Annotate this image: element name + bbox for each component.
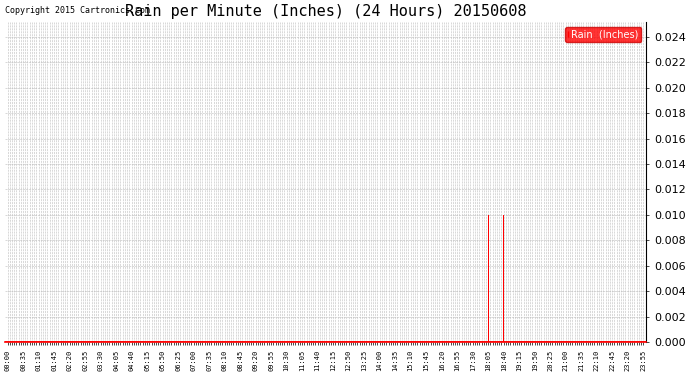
Title: Rain per Minute (Inches) (24 Hours) 20150608: Rain per Minute (Inches) (24 Hours) 2015…	[125, 4, 526, 19]
Text: Copyright 2015 Cartronics.com: Copyright 2015 Cartronics.com	[6, 6, 150, 15]
Legend: Rain  (Inches): Rain (Inches)	[565, 27, 642, 42]
